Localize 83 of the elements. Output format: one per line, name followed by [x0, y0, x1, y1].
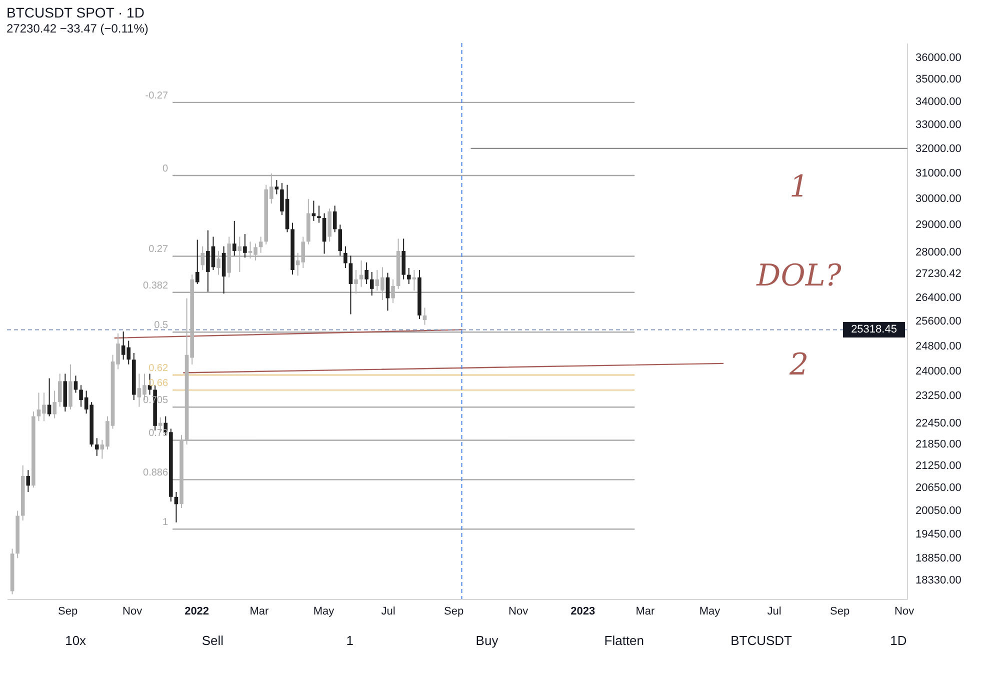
y-tick-label: 19450.00 — [916, 528, 962, 540]
candlestick — [322, 212, 326, 254]
text: Buy — [476, 633, 499, 648]
x-tick-label: 2023 — [570, 606, 596, 618]
x-tick-label: May — [699, 606, 721, 618]
candlestick — [52, 390, 56, 419]
candlestick — [364, 262, 368, 284]
annotation: 1 — [162, 517, 168, 528]
y-tick-label: 27230.42 — [916, 268, 962, 280]
annotation: 2 — [788, 347, 809, 382]
y-tick-label: 35000.00 — [916, 74, 962, 86]
candlestick — [258, 236, 263, 254]
y-tick-label: 18850.00 — [916, 552, 962, 565]
text: 1 — [346, 633, 354, 648]
annotation: 0 — [162, 164, 168, 175]
candlestick — [359, 260, 364, 288]
candlestick — [74, 375, 78, 394]
chart-title: BTCUSDT SPOT · 1D — [6, 4, 144, 20]
x-tick-label: May — [313, 606, 335, 618]
x-tick-label: Mar — [636, 606, 656, 618]
candlestick — [348, 255, 353, 315]
y-tick-label: 25600.00 — [916, 316, 962, 328]
annotation: 0.62 — [148, 363, 168, 374]
y-tick-label: 30000.00 — [916, 192, 962, 205]
text: 10x — [65, 633, 87, 648]
candlestick — [317, 205, 321, 224]
text: BTCUSDT — [730, 633, 792, 648]
candlestick — [274, 180, 279, 195]
x-tick-label: Sep — [58, 606, 78, 618]
annotation: 0.79 — [148, 428, 168, 440]
y-tick-label: 31000.00 — [916, 168, 962, 180]
y-tick-label: 24800.00 — [916, 340, 962, 352]
x-tick-label: Sep — [830, 606, 850, 618]
annotation: DOL? — [756, 258, 842, 294]
candlestick — [94, 438, 99, 456]
candlestick — [422, 307, 427, 326]
y-tick-label: 20650.00 — [916, 482, 962, 494]
y-tick-label: 33000.00 — [916, 119, 962, 132]
x-tick-label: 2022 — [184, 606, 210, 618]
x-tick-label: Sep — [444, 606, 464, 618]
candlestick — [243, 234, 247, 258]
y-tick-label: 23250.00 — [916, 390, 962, 402]
y-tick-label: 18330.00 — [916, 574, 962, 586]
y-tick-label: 24000.00 — [916, 366, 962, 378]
x-tick-label: Nov — [508, 606, 529, 618]
y-tick-label: 20050.00 — [916, 504, 962, 517]
annotation: 1 — [789, 170, 809, 205]
x-tick-label: Nov — [894, 606, 915, 618]
y-tick-label: 28000.00 — [916, 246, 962, 258]
x-tick-label: Jul — [381, 606, 396, 618]
chart-subtitle: 27230.42 −33.47 (−0.11%) — [6, 22, 148, 36]
annotation: -0.27 — [145, 90, 168, 102]
y-tick-label: 29000.00 — [916, 219, 962, 232]
candlestick — [332, 205, 337, 233]
candlestick — [222, 246, 226, 294]
y-tick-label: 26400.00 — [916, 292, 962, 304]
ref-line-label: 25318.45 — [851, 324, 897, 336]
y-tick-label: 32000.00 — [916, 142, 962, 155]
candlestick — [26, 470, 30, 493]
y-tick-label: 21250.00 — [916, 460, 962, 472]
candlestick — [402, 238, 406, 280]
candlestick — [58, 373, 62, 408]
annotation: 0.382 — [143, 280, 168, 292]
x-tick-label: Jul — [767, 606, 782, 618]
x-tick-label: Nov — [122, 606, 143, 618]
candlestick — [338, 224, 342, 256]
y-tick-label: 34000.00 — [916, 96, 962, 108]
candlestick — [370, 271, 374, 296]
candlestick — [195, 239, 200, 284]
candlestick — [344, 246, 348, 269]
annotation: 0.886 — [143, 468, 168, 479]
candlestick — [406, 268, 411, 284]
x-tick-label: Mar — [250, 606, 270, 618]
candlestick — [386, 272, 390, 312]
candlestick — [232, 220, 236, 256]
annotation: 0.27 — [148, 244, 168, 256]
text: 1D — [890, 633, 907, 648]
y-tick-label: 36000.00 — [916, 52, 962, 64]
annotation: 0.5 — [154, 320, 168, 332]
text: Sell — [202, 633, 224, 648]
text: Flatten — [604, 633, 644, 648]
y-tick-label: 22450.00 — [916, 417, 962, 430]
y-tick-label: 21850.00 — [916, 438, 962, 450]
